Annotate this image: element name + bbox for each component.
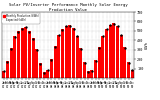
Bar [2, 71, 5, 78]
Bar [6, 61, 9, 78]
Bar [17, 31, 20, 78]
Bar [39, 63, 42, 78]
Bar [32, 38, 35, 78]
Bar [21, 28, 24, 78]
Bar [79, 48, 82, 78]
Bar [13, 36, 16, 78]
Bar [68, 25, 71, 78]
Bar [65, 26, 68, 78]
Bar [120, 35, 123, 78]
Bar [127, 62, 130, 78]
Legend: Monthly Production (kWh), Expected (kWh): Monthly Production (kWh), Expected (kWh) [2, 13, 40, 24]
Bar [10, 48, 13, 78]
Bar [87, 71, 90, 78]
Bar [98, 47, 101, 78]
Bar [50, 59, 53, 78]
Bar [101, 36, 104, 78]
Bar [116, 26, 119, 78]
Bar [131, 70, 134, 78]
Bar [123, 47, 126, 78]
Bar [90, 70, 93, 78]
Bar [24, 27, 27, 78]
Bar [105, 28, 108, 78]
Bar [94, 60, 97, 78]
Bar [54, 46, 57, 78]
Bar [43, 72, 46, 78]
Bar [28, 31, 31, 78]
Y-axis label: kWh: kWh [145, 41, 149, 49]
Bar [35, 49, 38, 78]
Bar [76, 36, 79, 78]
Title: Solar PV/Inverter Performance Monthly Solar Energy Production Value: Solar PV/Inverter Performance Monthly So… [9, 3, 127, 12]
Bar [83, 62, 86, 78]
Bar [112, 23, 115, 78]
Bar [109, 25, 112, 78]
Bar [57, 35, 60, 78]
Bar [61, 29, 64, 78]
Bar [46, 70, 49, 78]
Bar [72, 28, 75, 78]
